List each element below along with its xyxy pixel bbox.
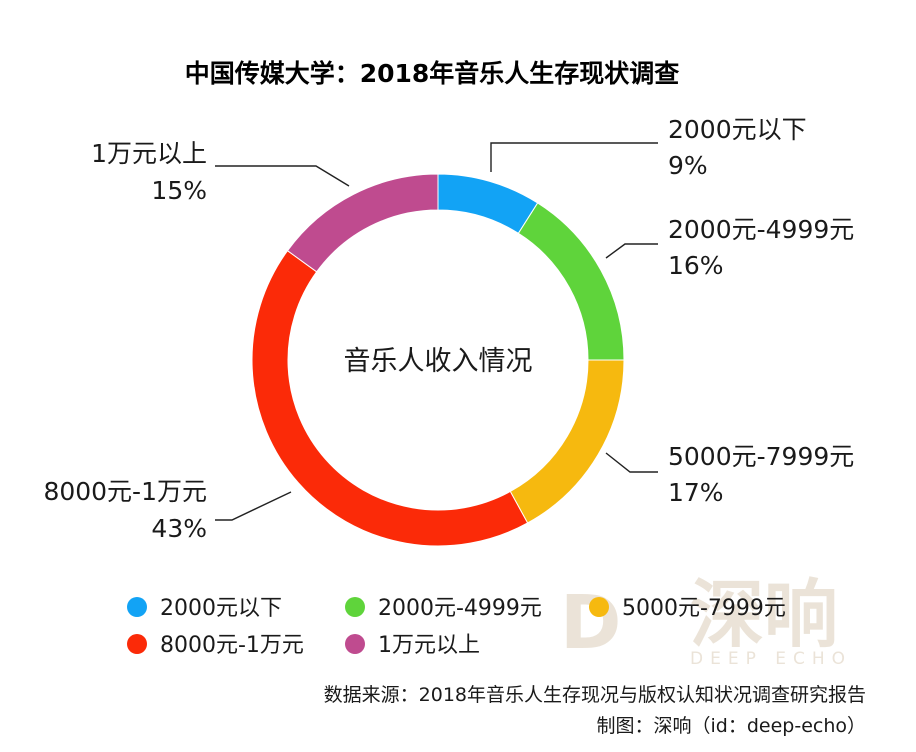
legend-marker-2 (589, 597, 609, 617)
legend-label-0: 2000元以下 (160, 596, 282, 621)
callout-line-0 (490, 142, 658, 172)
watermark-english: DEEP ECHO (690, 649, 852, 669)
callout-value-4: 15% (151, 176, 207, 205)
slice-3 (251, 249, 529, 547)
legend-label-2: 5000元-7999元 (622, 596, 786, 621)
callout-line-2 (605, 452, 658, 473)
donut-slices (251, 173, 625, 547)
watermark-logo-letter: D (560, 580, 621, 666)
callout-label-4: 1万元以上 (91, 139, 207, 168)
callout-line-4 (215, 165, 350, 187)
callout-line-3 (215, 491, 292, 521)
callout-line-1 (605, 243, 658, 259)
callout-label-0: 2000元以下 (668, 115, 807, 144)
callout-label-1: 2000元-4999元 (668, 215, 854, 244)
watermark: D 深响 DEEP ECHO (560, 572, 852, 669)
legend: 2000元以下 2000元-4999元 5000元-7999元 8000元-1万… (127, 596, 786, 658)
legend-marker-0 (127, 597, 147, 617)
chart-title: 中国传媒大学：2018年音乐人生存现状调查 (185, 59, 680, 88)
callout-value-0: 9% (668, 151, 708, 180)
legend-label-4: 1万元以上 (378, 633, 480, 658)
callout-value-1: 16% (668, 251, 724, 280)
callout-lines (215, 142, 658, 521)
slice-1 (517, 202, 625, 361)
callout-value-2: 17% (668, 478, 724, 507)
legend-marker-3 (127, 634, 147, 654)
legend-label-1: 2000元-4999元 (378, 596, 542, 621)
callout-value-3: 43% (151, 514, 207, 543)
callout-label-2: 5000元-7999元 (668, 442, 854, 471)
watermark-chinese: 深响 (690, 572, 838, 658)
chart-credit: 制图：深响（id：deep-echo） (597, 715, 867, 737)
legend-marker-1 (345, 597, 365, 617)
center-label: 音乐人收入情况 (344, 346, 533, 377)
legend-label-3: 8000元-1万元 (160, 633, 304, 658)
data-source: 数据来源：2018年音乐人生存现况与版权认知状况调查研究报告 (324, 684, 866, 706)
callout-label-3: 8000元-1万元 (43, 477, 207, 506)
slice-2 (509, 359, 625, 524)
legend-marker-4 (345, 634, 365, 654)
slice-0 (437, 173, 539, 235)
slice-4 (286, 173, 439, 273)
